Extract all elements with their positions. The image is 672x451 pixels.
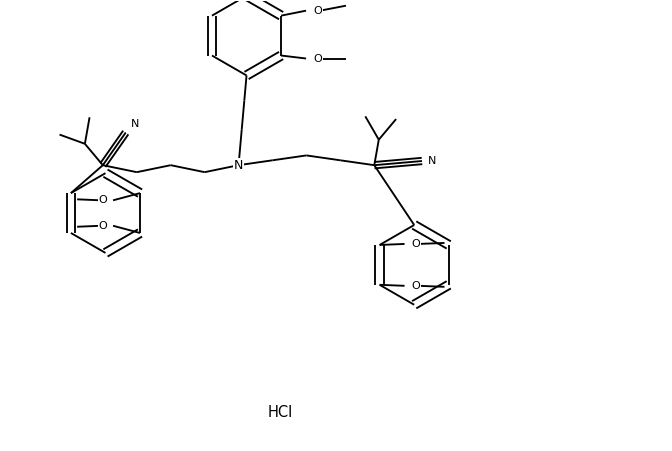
Text: O: O — [98, 195, 107, 205]
Text: O: O — [98, 221, 107, 231]
Text: O: O — [313, 54, 322, 64]
Text: HCl: HCl — [267, 405, 293, 420]
Text: N: N — [428, 156, 436, 166]
Text: O: O — [313, 6, 322, 16]
Text: O: O — [411, 239, 420, 249]
Text: O: O — [411, 281, 420, 291]
Text: N: N — [131, 119, 139, 129]
Text: N: N — [234, 159, 243, 172]
